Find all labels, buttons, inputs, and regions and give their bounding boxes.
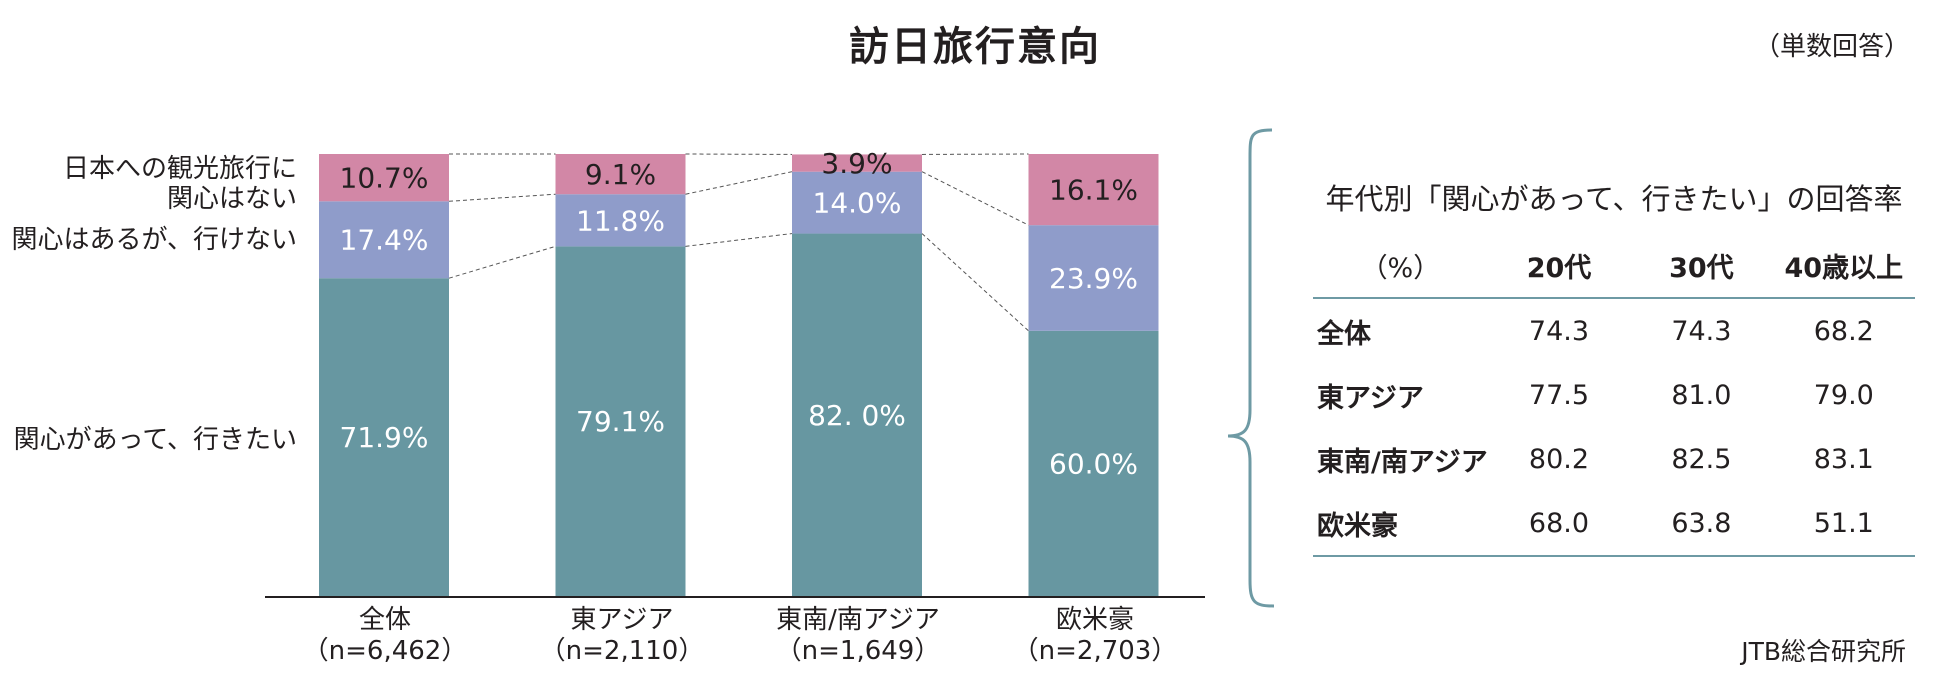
data-label: 60.0% [1049, 447, 1138, 480]
connector-line [448, 193, 556, 202]
row-label: 全体 [1317, 318, 1371, 350]
cell-value: 81.0 [1671, 379, 1732, 411]
row-label: 欧米豪 [1313, 491, 1488, 557]
data-label: 82. 0% [808, 399, 906, 432]
data-label: 16.1% [1049, 174, 1138, 207]
category-n: （n=1,649） [775, 636, 941, 666]
data-label: 23.9% [1049, 262, 1138, 295]
table-header-30s: 30代 [1630, 233, 1773, 299]
data-label: 3.9% [821, 147, 892, 180]
cell-value: 79.0 [1813, 379, 1874, 411]
category-label-all: 全体 （n=6,462） [265, 605, 505, 667]
connector-line [921, 171, 1029, 226]
cell-value: 74.3 [1528, 315, 1590, 347]
table-header-20s: 20代 [1487, 233, 1631, 299]
cell-value: 51.1 [1772, 491, 1915, 557]
connector-line [921, 233, 1029, 332]
bar-segment [319, 278, 449, 596]
data-label: 14.0% [813, 187, 902, 220]
chart-title: 訪日旅行意向 [849, 24, 1101, 70]
bar-segment [555, 246, 686, 597]
category-name: 東アジア [570, 605, 674, 635]
brace-connector [1227, 128, 1275, 608]
category-n: （n=2,110） [539, 636, 705, 666]
cell-value: 83.1 [1813, 443, 1874, 475]
row-label: 東南/南アジア [1317, 446, 1488, 478]
legend-label-line: 日本への観光旅行に [62, 154, 297, 184]
bar-segment [792, 171, 922, 234]
legend-label-not-interested: 日本への観光旅行に 関心はない [63, 154, 297, 214]
unit-note: （単数回答） [1753, 32, 1910, 62]
cell-value: 68.2 [1813, 315, 1874, 347]
data-label: 79.1% [576, 405, 665, 438]
row-label: 東アジア [1317, 382, 1424, 414]
connector-line [448, 245, 556, 279]
cell-value: 68.0 [1487, 491, 1631, 557]
bar-segment [1028, 154, 1159, 226]
data-label: 10.7% [340, 162, 429, 195]
cell-value: 77.5 [1528, 379, 1590, 411]
age-table: （%） 20代 30代 40歳以上 全体 74.3 74.3 68.2 東アジア… [1313, 233, 1915, 557]
bar-segment [319, 154, 449, 202]
category-label-europe-us-australia: 欧米豪 （n=2,703） [975, 605, 1215, 667]
bar-segment [555, 194, 686, 247]
table-header-unit: （%） [1313, 233, 1488, 299]
cell-value: 80.2 [1528, 443, 1590, 475]
table-row: 全体 74.3 74.3 68.2 [1313, 298, 1915, 363]
age-table-header-row: （%） 20代 30代 40歳以上 [1313, 233, 1915, 299]
bar-segment [1028, 225, 1159, 331]
source-credit: JTB総合研究所 [1741, 637, 1906, 666]
data-label: 11.8% [576, 204, 665, 237]
bar-segment [319, 201, 449, 279]
cell-value: 63.8 [1630, 491, 1773, 557]
legend-label-line: 関心はない [166, 184, 297, 214]
cell-value: 74.3 [1671, 315, 1732, 347]
category-n: （n=2,703） [1012, 636, 1178, 666]
table-row: 欧米豪 68.0 63.8 51.1 [1313, 491, 1915, 557]
bar-segment [792, 154, 922, 172]
category-name: 全体 [358, 605, 411, 635]
category-label-southeast-south-asia: 東南/南アジア （n=1,649） [738, 605, 978, 667]
table-header-40plus: 40歳以上 [1772, 233, 1915, 299]
data-label: 17.4% [340, 224, 429, 257]
category-name: 欧米豪 [1055, 605, 1134, 635]
legend-label-interested-cannot-go: 関心はあるが、行けない [11, 225, 297, 255]
category-label-east-asia: 東アジア （n=2,110） [502, 605, 742, 667]
data-label: 9.1% [585, 158, 656, 191]
legend-label-interested-want-to-go: 関心があって、行きたい [13, 425, 297, 455]
bar-segment [792, 233, 922, 596]
category-n: （n=6,462） [302, 636, 468, 666]
connector-line [685, 233, 793, 247]
table-row: 東南/南アジア 80.2 82.5 83.1 [1313, 427, 1915, 491]
category-name: 東南/南アジア [776, 605, 940, 635]
table-row: 東アジア 77.5 81.0 79.0 [1313, 363, 1915, 427]
data-label: 71.9% [340, 421, 429, 454]
cell-value: 82.5 [1671, 443, 1732, 475]
connector-line [685, 171, 793, 195]
age-table-title: 年代別「関心があって、行きたい」の回答率 [1325, 182, 1903, 216]
bar-segment [1028, 330, 1159, 596]
bar-segment [555, 154, 686, 195]
